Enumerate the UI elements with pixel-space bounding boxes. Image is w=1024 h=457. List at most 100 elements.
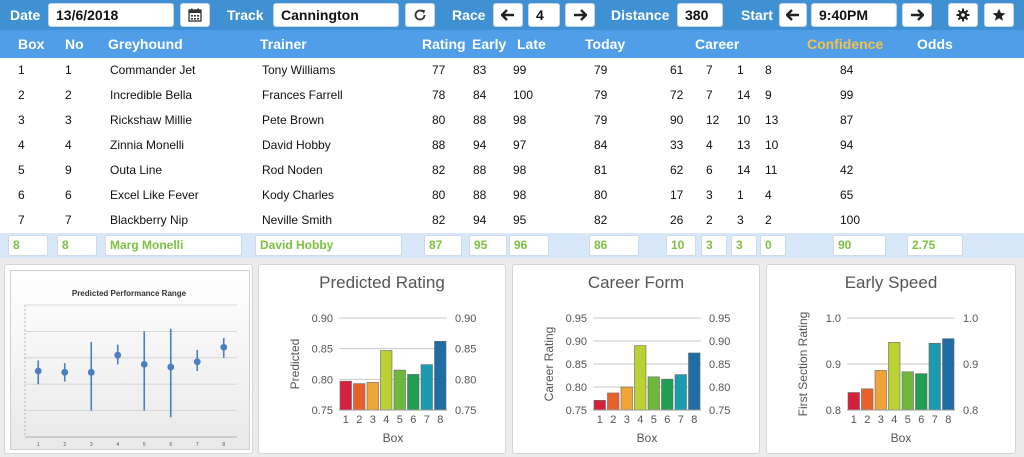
predicted-rating-ytick-left: 0.80 — [312, 374, 333, 386]
header-box[interactable]: Box — [18, 36, 45, 52]
toolbar: Date 13/6/2018 Track Cannington Race 4 D… — [0, 0, 1024, 30]
predicted-rating-ytick-right: 0.80 — [455, 374, 476, 386]
early-speed-ytick-left: 1.0 — [826, 313, 841, 325]
early-speed-xtick: 6 — [918, 414, 924, 426]
career-form-ytick-left: 0.90 — [566, 336, 587, 348]
date-field[interactable]: 13/6/2018 — [48, 3, 174, 27]
cell-confidence: 94 — [840, 138, 854, 152]
predicted-rating-bar — [353, 383, 366, 411]
header-odds[interactable]: Odds — [917, 36, 953, 52]
race-field[interactable]: 4 — [528, 3, 560, 27]
start-prev-button[interactable] — [779, 3, 807, 27]
cell-early: 83 — [473, 63, 487, 77]
predicted-rating-bar — [407, 374, 420, 411]
arrow-right-icon — [574, 9, 587, 21]
career-form-bar — [634, 345, 647, 411]
race-prev-button[interactable] — [493, 3, 523, 27]
selected-career-thirds-field[interactable]: 0 — [760, 235, 786, 256]
cell-trainer: Pete Brown — [262, 113, 325, 127]
table-row[interactable]: 7 7 Blackberry Nip Neville Smith 82 94 95 82 26 2… — [0, 208, 1024, 233]
cell-career-places: 1 — [737, 63, 744, 77]
track-field[interactable]: Cannington — [273, 3, 399, 27]
cell-early: 88 — [473, 113, 487, 127]
cell-trainer: Neville Smith — [262, 213, 333, 227]
early-speed-bar — [915, 373, 928, 411]
table-row[interactable]: 2 2 Incredible Bella Frances Farrell 78 84 100… — [0, 83, 1024, 108]
predicted-rating-ytick-left: 0.75 — [312, 405, 333, 417]
performance-range-xtick: 7 — [196, 442, 199, 448]
header-early[interactable]: Early — [472, 36, 507, 52]
cell-rating: 82 — [432, 163, 446, 177]
refresh-button[interactable] — [405, 3, 435, 27]
selected-early-field[interactable]: 95 — [469, 235, 507, 256]
star-icon — [992, 8, 1006, 21]
selected-odds-field[interactable]: 2.75 — [907, 235, 963, 256]
charts-area: Predicted Performance Range 1 2 3 4 5 6 7 8 Pred… — [0, 258, 1024, 457]
predicted-rating-panel: Predicted Rating 0.75 0.75 0.80 0.80 0.85 0.8… — [258, 264, 506, 454]
early-speed-bar — [847, 392, 860, 411]
cell-greyhound: Blackberry Nip — [110, 213, 189, 227]
cell-box: 6 — [18, 188, 25, 202]
table-row[interactable]: 3 3 Rickshaw Millie Pete Brown 80 88 98 79 90 12 1… — [0, 108, 1024, 133]
favorite-button[interactable] — [984, 3, 1014, 27]
cell-early: 94 — [473, 213, 487, 227]
distance-field[interactable]: 380 — [677, 3, 723, 27]
refresh-icon — [414, 9, 426, 21]
career-form-xtick: 6 — [664, 414, 670, 426]
predicted-rating-chart: 0.75 0.75 0.80 0.80 0.85 0.85 0.90 0.90 1 2 3 4 5 6 7 8… — [288, 313, 476, 445]
start-field[interactable]: 9:40PM — [811, 3, 897, 27]
selected-career-wins-field[interactable]: 3 — [701, 235, 727, 256]
header-today[interactable]: Today — [585, 36, 626, 52]
header-greyhound[interactable]: Greyhound — [108, 36, 183, 52]
performance-range-xtick: 5 — [143, 442, 146, 448]
selected-rating-field[interactable]: 87 — [424, 235, 462, 256]
early-speed-ytick-right: 1.0 — [963, 313, 978, 325]
race-next-button[interactable] — [565, 3, 595, 27]
predicted-rating-bar — [393, 369, 406, 411]
calendar-button[interactable] — [180, 3, 210, 27]
early-speed-xtick: 4 — [891, 414, 897, 426]
header-trainer[interactable]: Trainer — [260, 36, 307, 52]
table-row[interactable]: 6 6 Excel Like Fever Kody Charles 80 88 98 80 17… — [0, 183, 1024, 208]
cell-box: 1 — [18, 63, 25, 77]
cell-career-starts: 26 — [670, 213, 684, 227]
cell-box: 5 — [18, 163, 25, 177]
table-row[interactable]: 4 4 Zinnia Monelli David Hobby 88 94 97 84 33 4 13… — [0, 133, 1024, 158]
cell-confidence: 42 — [840, 163, 854, 177]
early-speed-panel: Early Speed 0.8 0.8 0.9 0.9 1.0 1.0 1 2 3 4 5 6 7 8 Bo… — [766, 264, 1016, 454]
header-rating[interactable]: Rating — [422, 36, 466, 52]
table-row[interactable]: 1 1 Commander Jet Tony Williams 77 83 99 79 61 7 1… — [0, 58, 1024, 83]
selected-trainer-field[interactable]: David Hobby — [255, 235, 402, 256]
selected-career-starts-field[interactable]: 10 — [666, 235, 696, 256]
header-career[interactable]: Career — [695, 36, 740, 52]
cell-confidence: 99 — [840, 88, 854, 102]
header-confidence[interactable]: Confidence — [807, 36, 884, 52]
selected-greyhound-field[interactable]: Marg Monelli — [105, 235, 242, 256]
early-speed-xtick: 3 — [878, 414, 884, 426]
header-late[interactable]: Late — [517, 36, 546, 52]
performance-range-chart-background — [10, 270, 250, 450]
selected-no-field[interactable]: 8 — [57, 235, 97, 256]
selected-late-field[interactable]: 96 — [509, 235, 549, 256]
selected-today-field[interactable]: 86 — [589, 235, 639, 256]
header-no[interactable]: No — [65, 36, 84, 52]
cell-today: 79 — [594, 113, 608, 127]
selected-confidence-field[interactable]: 90 — [833, 235, 886, 256]
performance-range-point — [34, 367, 42, 375]
table-row[interactable]: 5 9 Outa Line Rod Noden 82 88 98 81 62 6 14 11 42 — [0, 158, 1024, 183]
selected-career-places-field[interactable]: 3 — [731, 235, 757, 256]
performance-range-point — [87, 368, 95, 376]
cell-no: 9 — [65, 163, 72, 177]
start-next-button[interactable] — [902, 3, 932, 27]
cell-late: 95 — [513, 213, 527, 227]
cell-career-thirds: 2 — [765, 213, 772, 227]
cell-late: 98 — [513, 163, 527, 177]
cell-career-wins: 4 — [706, 138, 713, 152]
performance-range-chart: Predicted Performance Range 1 2 3 4 5 6 7 8 — [24, 289, 237, 448]
early-speed-ytick-left: 0.9 — [826, 359, 841, 371]
performance-range-point — [193, 358, 201, 366]
cell-career-wins: 2 — [706, 213, 713, 227]
cell-trainer: David Hobby — [262, 138, 331, 152]
settings-button[interactable] — [948, 3, 978, 27]
selected-box-field[interactable]: 8 — [8, 235, 48, 256]
